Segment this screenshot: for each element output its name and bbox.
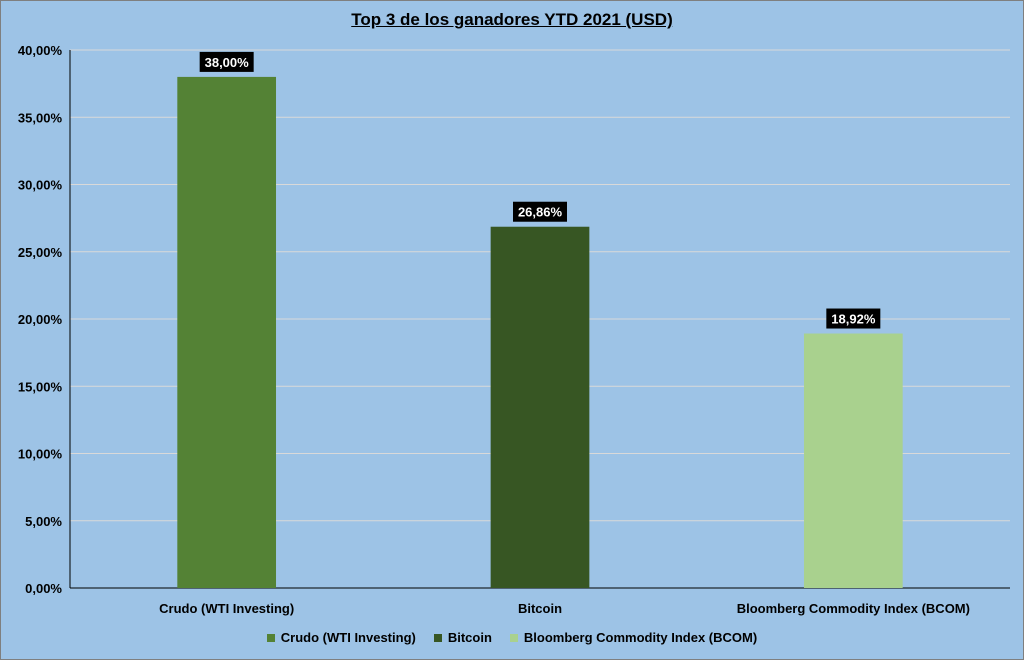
- bar-1: [490, 226, 590, 588]
- legend-item-crudo: Crudo (WTI Investing): [266, 630, 416, 645]
- bar-0: [177, 76, 277, 589]
- data-label-bg-1: [513, 201, 567, 222]
- chart-title: Top 3 de los ganadores YTD 2021 (USD): [351, 10, 673, 29]
- y-tick-label-8: 40,00%: [18, 43, 63, 58]
- data-label-0: 38,00%: [205, 55, 250, 70]
- x-tick-label-1: Bitcoin: [518, 601, 562, 616]
- data-label-bg-2: [826, 308, 881, 329]
- y-tick-label-1: 5,00%: [25, 514, 62, 529]
- y-tick-label-5: 25,00%: [18, 245, 63, 260]
- legend-label-bitcoin: Bitcoin: [447, 630, 492, 645]
- y-tick-label-4: 20,00%: [18, 312, 63, 327]
- legend-item-bcom: Bloomberg Commodity Index (BCOM): [509, 630, 758, 645]
- y-tick-label-2: 10,00%: [18, 447, 63, 462]
- data-label-bg-0: [199, 51, 254, 72]
- data-label-2: 18,92%: [831, 312, 876, 327]
- y-tick-label-3: 15,00%: [18, 379, 63, 394]
- y-tick-label-6: 30,00%: [18, 178, 63, 193]
- legend-item-bitcoin: Bitcoin: [433, 630, 492, 645]
- x-tick-label-2: Bloomberg Commodity Index (BCOM): [737, 601, 970, 616]
- legend-label-bcom: Bloomberg Commodity Index (BCOM): [523, 630, 758, 645]
- legend-swatch-bitcoin: [433, 633, 442, 642]
- legend-label-crudo: Crudo (WTI Investing): [280, 630, 416, 645]
- y-tick-label-7: 35,00%: [18, 110, 63, 125]
- x-tick-label-0: Crudo (WTI Investing): [159, 601, 294, 616]
- legend: Crudo (WTI Investing) Bitcoin Bloomberg …: [0, 630, 1024, 645]
- data-label-1: 26,86%: [518, 205, 563, 220]
- bar-chart: 0,00% 5,00% 10,00% 15,00% 20,00% 25,00% 30,00%…: [18, 43, 1010, 616]
- legend-swatch-crudo: [266, 633, 275, 642]
- y-tick-label-0: 0,00%: [25, 581, 62, 596]
- legend-swatch-bcom: [509, 633, 518, 642]
- bar-2: [803, 333, 903, 588]
